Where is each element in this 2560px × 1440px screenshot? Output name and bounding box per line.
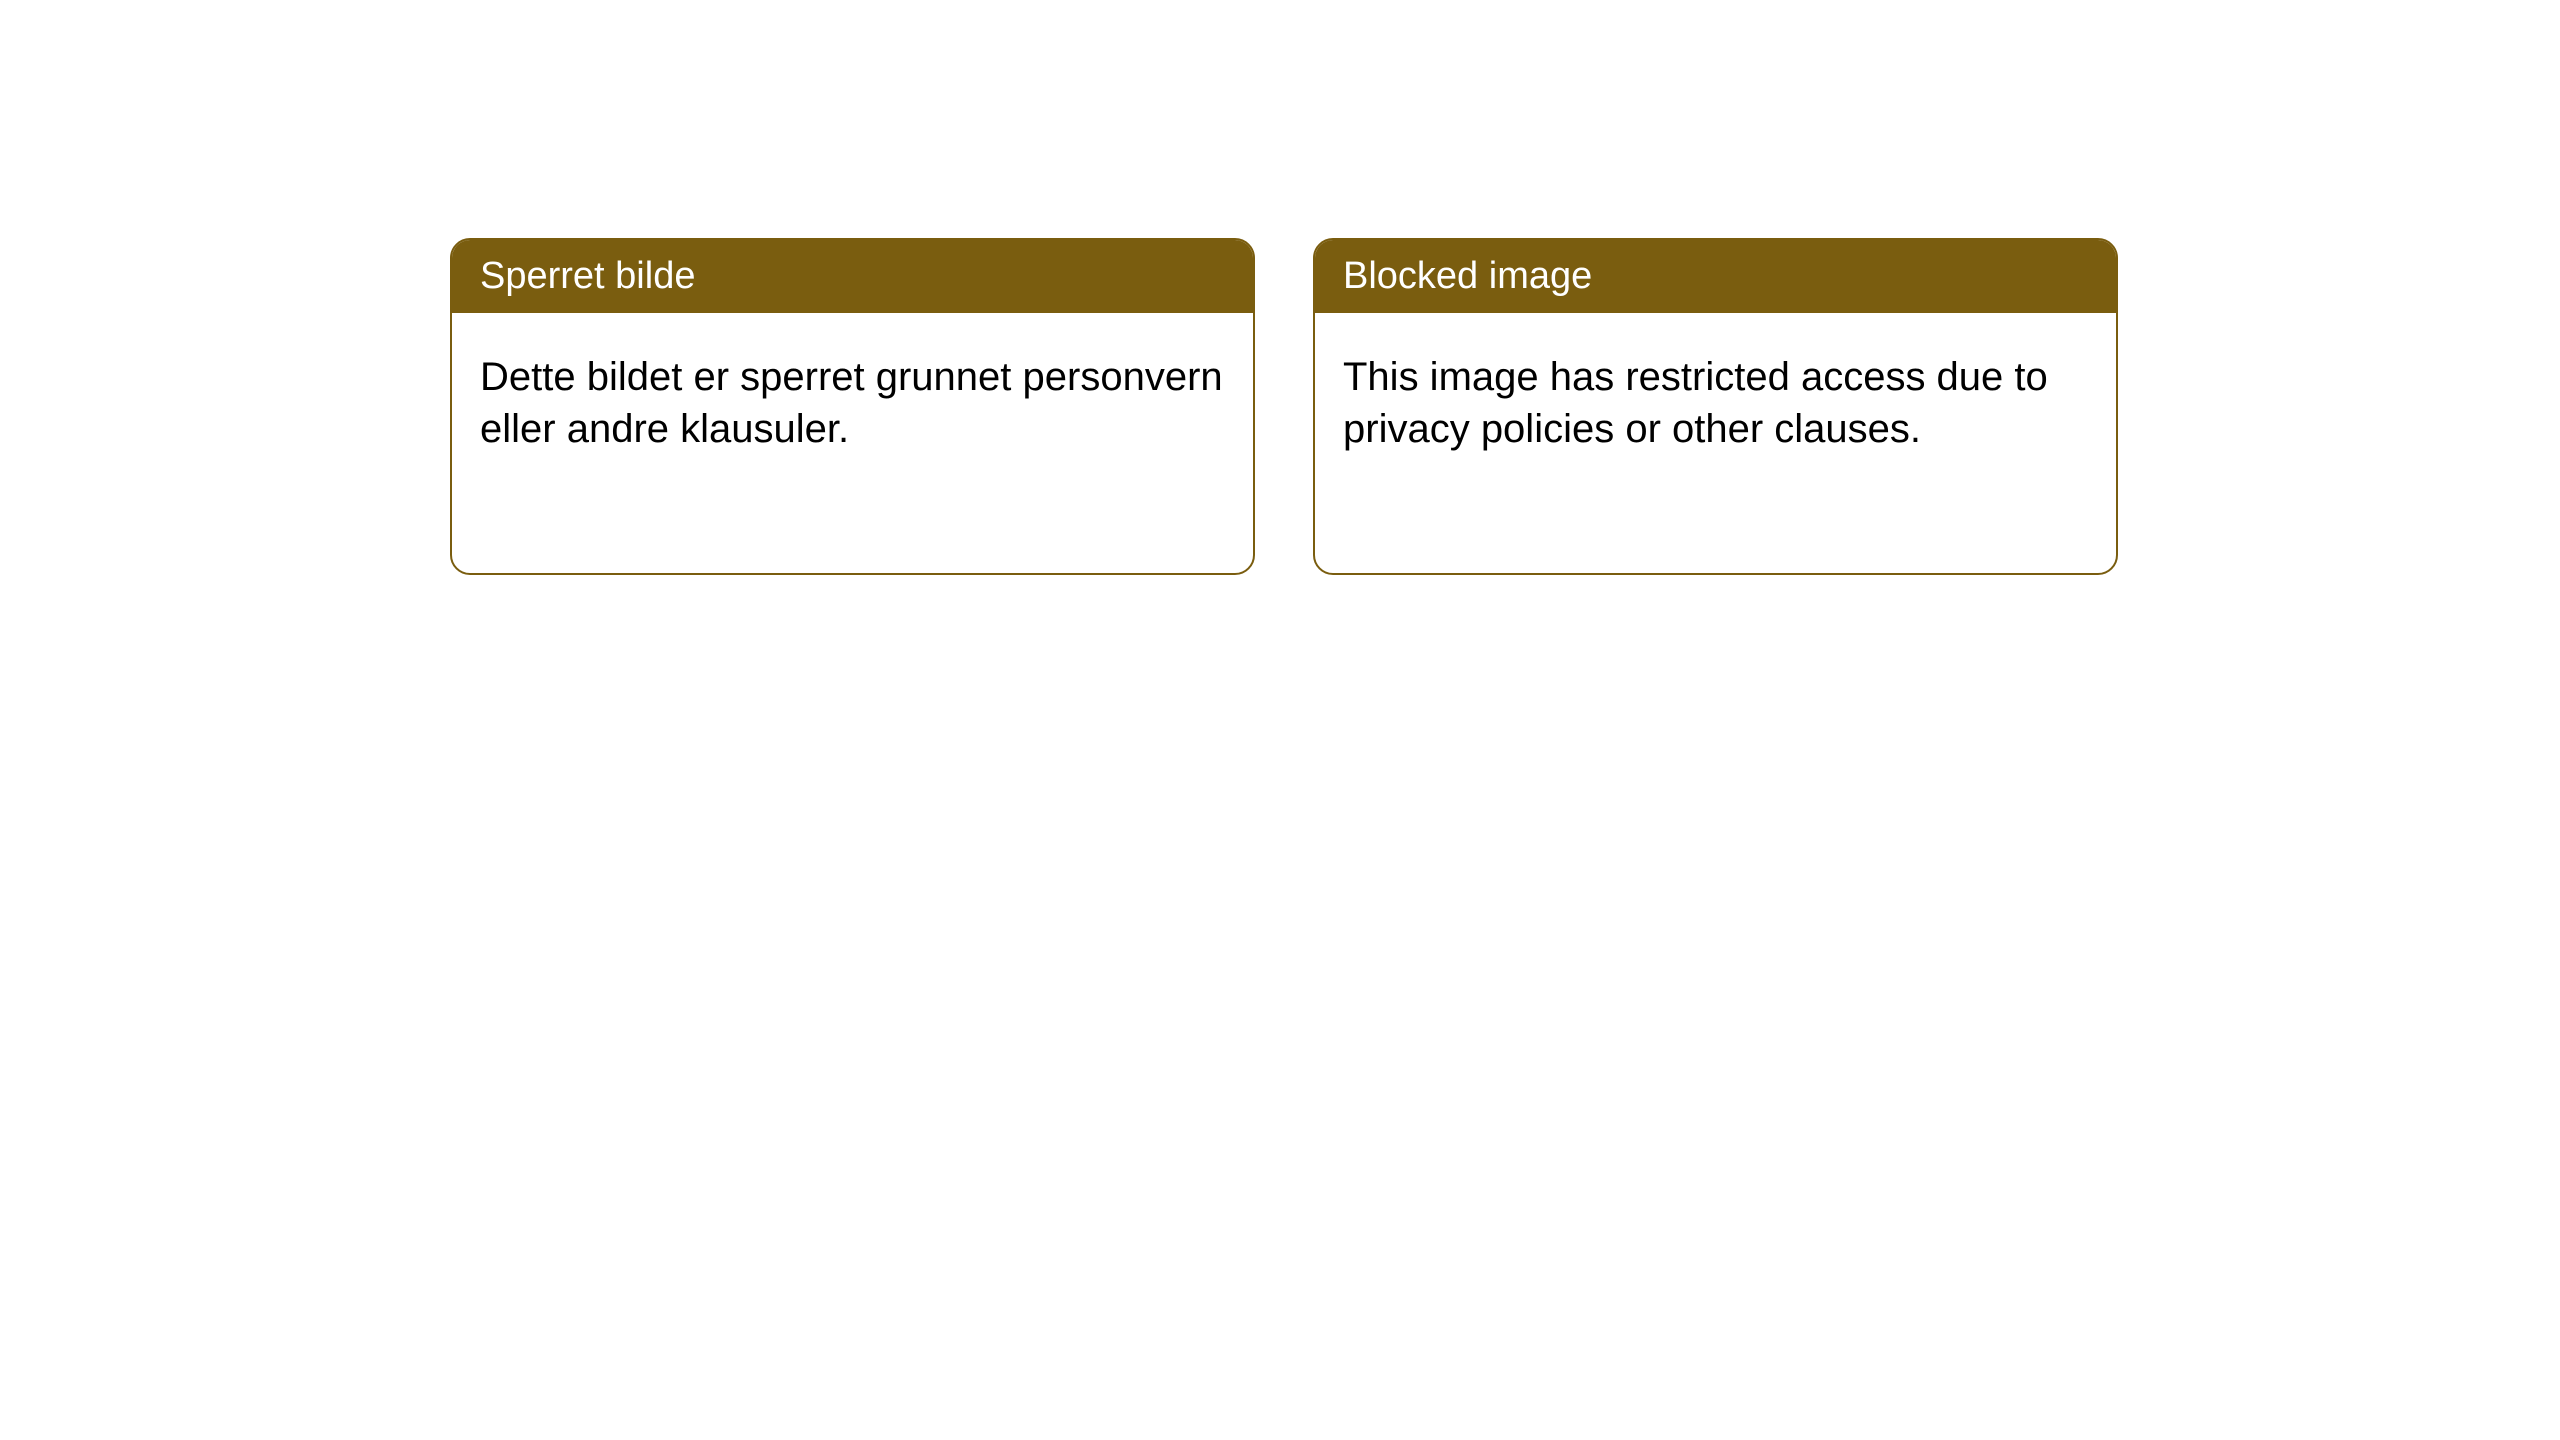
notice-cards-row: Sperret bilde Dette bildet er sperret gr… xyxy=(450,238,2118,575)
card-body: Dette bildet er sperret grunnet personve… xyxy=(452,313,1253,493)
card-body-text: Dette bildet er sperret grunnet personve… xyxy=(480,355,1223,451)
blocked-image-card-no: Sperret bilde Dette bildet er sperret gr… xyxy=(450,238,1255,575)
blocked-image-card-en: Blocked image This image has restricted … xyxy=(1313,238,2118,575)
card-title: Blocked image xyxy=(1343,255,1592,297)
card-header: Sperret bilde xyxy=(452,240,1253,313)
card-title: Sperret bilde xyxy=(480,255,695,297)
card-body: This image has restricted access due to … xyxy=(1315,313,2116,493)
card-body-text: This image has restricted access due to … xyxy=(1343,355,2048,451)
card-header: Blocked image xyxy=(1315,240,2116,313)
